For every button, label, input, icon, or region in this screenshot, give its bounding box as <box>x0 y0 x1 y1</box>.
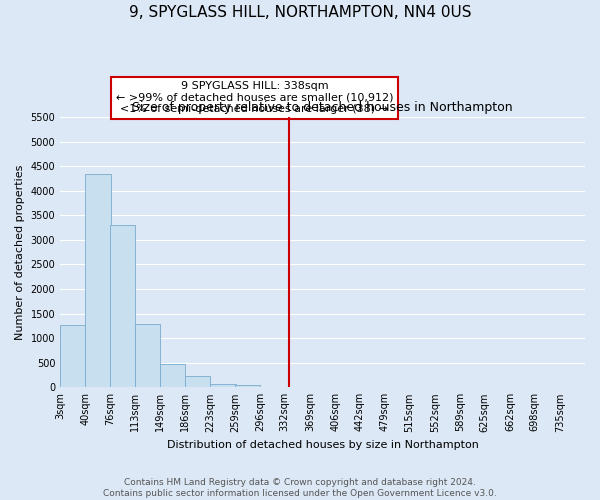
Text: 9, SPYGLASS HILL, NORTHAMPTON, NN4 0US: 9, SPYGLASS HILL, NORTHAMPTON, NN4 0US <box>129 5 471 20</box>
Bar <box>60 325 85 388</box>
Bar <box>235 386 260 388</box>
Title: Size of property relative to detached houses in Northampton: Size of property relative to detached ho… <box>132 102 513 114</box>
Bar <box>135 324 160 388</box>
Text: 9 SPYGLASS HILL: 338sqm
← >99% of detached houses are smaller (10,912)
<1% of se: 9 SPYGLASS HILL: 338sqm ← >99% of detach… <box>116 81 393 114</box>
Bar <box>85 174 110 388</box>
Bar <box>110 225 135 388</box>
X-axis label: Distribution of detached houses by size in Northampton: Distribution of detached houses by size … <box>167 440 479 450</box>
Y-axis label: Number of detached properties: Number of detached properties <box>15 164 25 340</box>
Text: Contains HM Land Registry data © Crown copyright and database right 2024.
Contai: Contains HM Land Registry data © Crown c… <box>103 478 497 498</box>
Bar <box>160 364 185 388</box>
Bar <box>211 384 236 388</box>
Bar <box>185 376 211 388</box>
